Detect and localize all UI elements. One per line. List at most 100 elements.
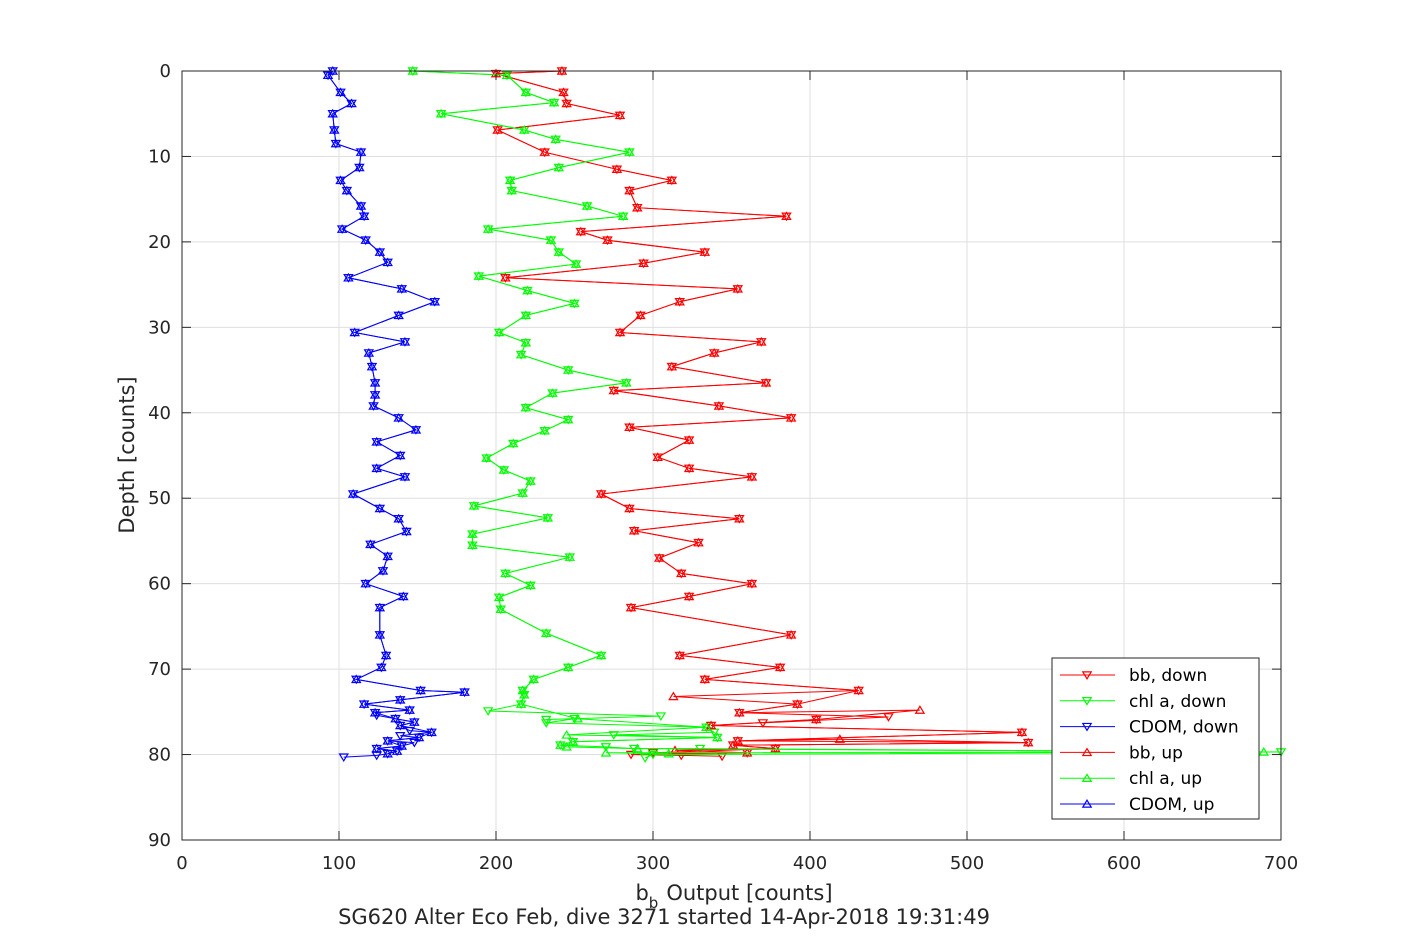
data-point (550, 134, 561, 144)
data-point (639, 754, 651, 763)
data-point (647, 750, 659, 760)
series-bb-up (490, 66, 1034, 757)
data-point (374, 503, 386, 513)
data-point (390, 713, 401, 723)
legend-label: chl a, down (1129, 692, 1226, 712)
data-point (774, 662, 786, 672)
data-point (553, 162, 565, 172)
y-tick-label: 70 (148, 659, 171, 680)
data-point (518, 125, 530, 134)
data-point (757, 719, 769, 728)
data-point (426, 727, 437, 737)
data-point (396, 283, 408, 293)
legend-label: chl a, up (1129, 769, 1202, 789)
data-point (562, 414, 574, 424)
data-point (500, 272, 511, 282)
x-tick-label: 100 (322, 853, 356, 874)
legend-item-chl-a-down: chl a, down (1060, 692, 1226, 712)
y-tick-label: 40 (148, 403, 171, 424)
data-point (540, 628, 552, 637)
data-point (628, 525, 640, 535)
data-point (553, 247, 565, 256)
data-point (515, 349, 527, 359)
data-point (358, 699, 370, 708)
legend-item-cdom-down: CDOM, down (1060, 718, 1239, 738)
data-point (322, 70, 334, 80)
legend-items: bb, down chl a, down CDOM, down bb, up chl a… (1060, 666, 1239, 815)
data-point (699, 674, 711, 684)
legend-marker (1081, 747, 1093, 757)
data-point (632, 743, 643, 753)
data-point (398, 591, 409, 601)
data-point (404, 705, 415, 714)
data-point (638, 258, 649, 267)
data-point (608, 385, 620, 395)
y-tick-label: 60 (148, 574, 171, 595)
legend-marker (1081, 697, 1093, 706)
legend-item-cdom-up: CDOM, up (1060, 795, 1214, 815)
x-axis-title-subscript: b (649, 894, 659, 912)
data-point (394, 694, 406, 704)
data-point (376, 662, 387, 672)
data-point (746, 578, 758, 588)
data-point (539, 147, 550, 156)
data-point (727, 740, 739, 749)
data-point (481, 453, 492, 462)
data-point (683, 435, 695, 444)
data-point (668, 691, 679, 701)
data-point (382, 748, 393, 758)
data-point (508, 438, 519, 448)
y-tick-label: 30 (148, 317, 171, 338)
data-point (614, 110, 626, 120)
series-line (327, 70, 465, 755)
series-cdom-up (322, 66, 470, 758)
data-point (760, 377, 772, 387)
data-point (666, 361, 678, 371)
data-point (558, 87, 569, 97)
data-point (811, 714, 822, 724)
data-point (595, 489, 607, 498)
data-point (705, 720, 717, 730)
data-point (520, 402, 532, 412)
legend-marker (1081, 799, 1093, 808)
data-point (611, 164, 623, 174)
data-point (394, 450, 406, 460)
data-point (518, 689, 530, 699)
legend-item-bb-down: bb, down (1060, 666, 1207, 686)
data-point (365, 539, 376, 549)
data-point (914, 705, 926, 714)
data-point (409, 717, 420, 726)
data-point (467, 529, 478, 538)
legend-marker (1081, 722, 1093, 732)
data-point (358, 211, 370, 221)
data-point (561, 741, 572, 751)
data-point (853, 685, 864, 695)
data-point (602, 235, 613, 244)
data-point (374, 629, 386, 639)
data-point (562, 662, 574, 672)
data-point (624, 422, 635, 432)
data-point (374, 602, 386, 612)
data-point (542, 512, 554, 522)
data-point (712, 732, 723, 742)
data-point (1022, 737, 1034, 747)
data-point (701, 722, 712, 731)
data-point (520, 87, 532, 97)
legend-item-bb-up: bb, up (1060, 743, 1183, 763)
x-tick-label: 300 (636, 853, 670, 874)
data-point (391, 746, 403, 755)
data-point (335, 175, 346, 185)
data-point (734, 707, 745, 717)
data-point (734, 513, 745, 523)
data-point (429, 296, 441, 306)
x-tick-label: 500 (950, 853, 984, 874)
legend-box (1051, 657, 1260, 820)
data-point (351, 674, 362, 684)
data-point (522, 285, 533, 295)
data-point (666, 175, 678, 185)
data-point (336, 224, 348, 233)
data-point (371, 463, 382, 473)
data-point (564, 552, 576, 561)
data-point (369, 377, 381, 387)
data-point (570, 259, 582, 268)
